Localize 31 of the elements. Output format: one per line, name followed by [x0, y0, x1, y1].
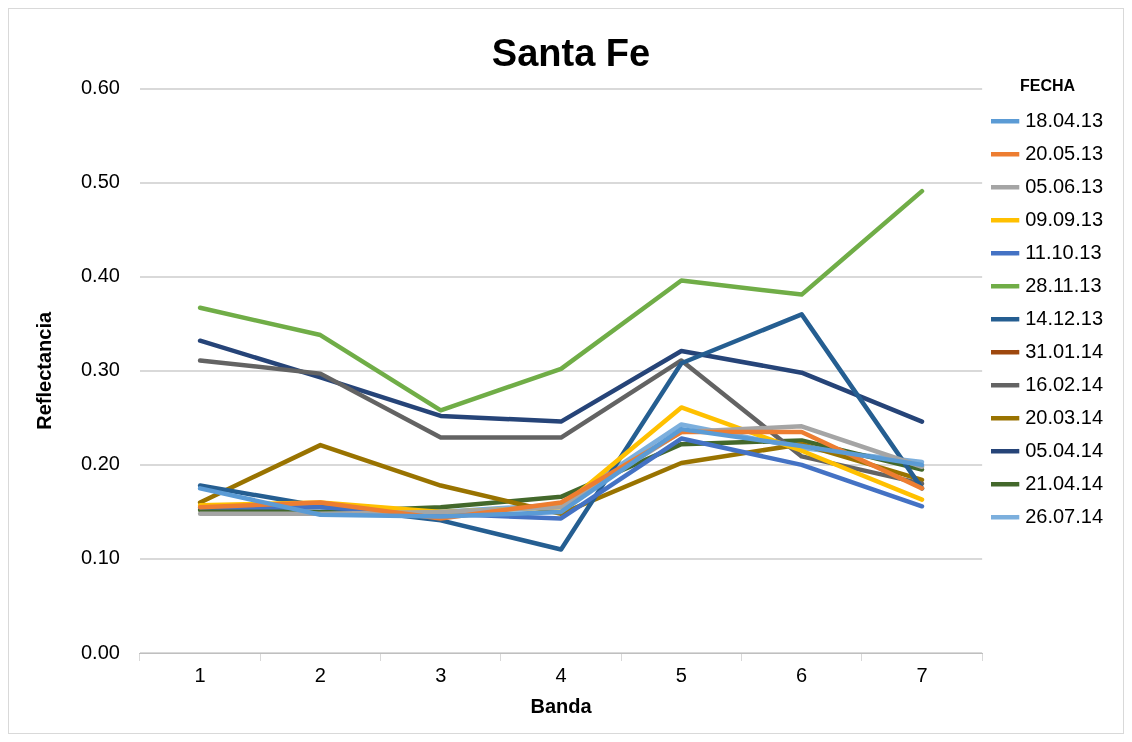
x-tick-label: 3: [435, 663, 447, 686]
legend-label: 11.10.13: [1025, 240, 1102, 263]
legend-label: 26.07.14: [1025, 504, 1104, 527]
x-tick-label: 5: [675, 663, 687, 686]
y-tick-label: 0.50: [80, 170, 120, 193]
legend-label: 05.04.14: [1025, 438, 1104, 461]
x-axis-title: Banda: [530, 694, 593, 717]
legend-title: FECHA: [1020, 77, 1076, 95]
legend-label: 28.11.13: [1025, 273, 1102, 296]
y-tick-label: 0.60: [80, 76, 120, 99]
legend-label: 09.09.13: [1025, 207, 1104, 230]
y-tick-label: 0.00: [80, 640, 120, 663]
legend-label: 16.02.14: [1025, 372, 1104, 395]
x-tick-label: 6: [796, 663, 808, 686]
legend-label: 20.05.13: [1025, 141, 1104, 164]
x-tick-label: 7: [916, 663, 928, 686]
y-tick-label: 0.10: [80, 546, 120, 569]
y-axis-title: Reflectancia: [32, 311, 55, 430]
y-tick-label: 0.40: [80, 264, 120, 287]
y-tick-label: 0.30: [80, 358, 120, 381]
x-tick-label: 2: [314, 663, 326, 686]
legend-label: 05.06.13: [1025, 174, 1104, 197]
chart-title: Santa Fe: [491, 32, 651, 75]
legend-label: 18.04.13: [1025, 108, 1104, 131]
x-tick-label: 4: [555, 663, 567, 686]
y-tick-label: 0.20: [80, 452, 120, 475]
legend-label: 20.03.14: [1025, 405, 1104, 428]
x-tick-label: 1: [194, 663, 206, 686]
legend-label: 31.01.14: [1025, 339, 1104, 362]
legend-label: 14.12.13: [1025, 306, 1104, 329]
legend-label: 21.04.14: [1025, 471, 1104, 494]
